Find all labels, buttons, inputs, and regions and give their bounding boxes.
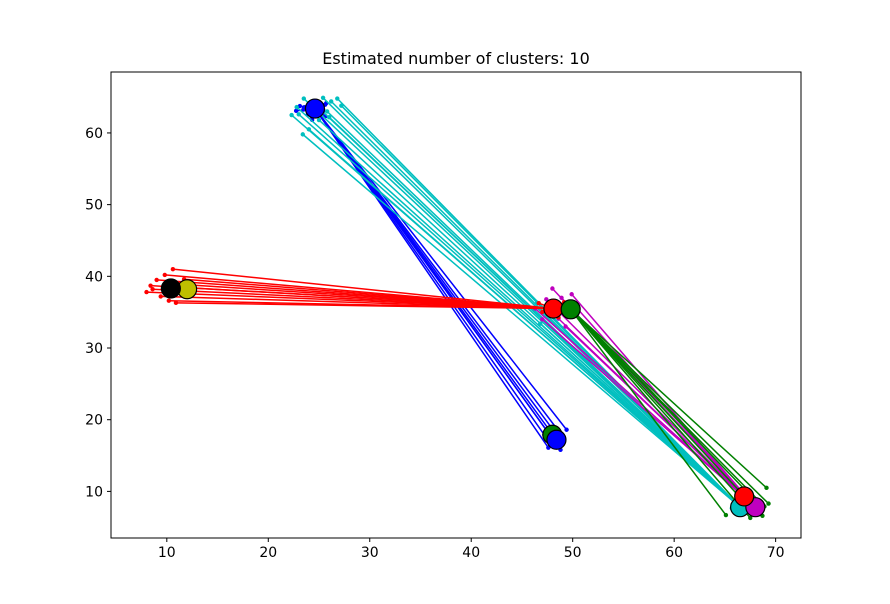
cluster-line	[314, 108, 559, 442]
cluster-point	[316, 117, 322, 123]
cluster-line	[570, 308, 746, 491]
cluster-point	[540, 317, 545, 322]
cluster-line	[175, 302, 554, 310]
cluster-line	[570, 308, 751, 519]
cluster-point	[569, 292, 574, 297]
cluster-line	[570, 308, 727, 516]
cluster-center-3	[543, 298, 564, 319]
y-tick-label: 30	[85, 341, 103, 357]
x-axis: 10 20 30 40 50 60 70	[158, 538, 785, 561]
cluster-point	[301, 96, 306, 101]
cluster-line	[302, 133, 741, 508]
cluster-point	[748, 515, 753, 521]
cluster-point	[162, 272, 167, 278]
y-tick-label: 40	[85, 269, 103, 285]
cluster-point	[559, 295, 564, 301]
cluster-point	[294, 104, 299, 110]
cluster-line	[328, 116, 741, 508]
cluster-point	[300, 132, 305, 137]
cluster-point	[150, 287, 155, 292]
cluster-line	[183, 278, 554, 310]
chart-title: Estimated number of clusters: 10	[322, 49, 590, 68]
cluster-point	[328, 99, 334, 104]
cluster-point	[293, 108, 299, 114]
cluster-point	[166, 298, 172, 303]
y-tick-label: 20	[85, 413, 103, 429]
cluster-point	[550, 286, 555, 291]
cluster-point	[173, 300, 179, 306]
cluster-point	[154, 277, 159, 283]
cluster-center-4	[560, 299, 581, 320]
cluster-point	[326, 114, 332, 120]
y-axis: 10 20 30 40 50 60	[85, 126, 111, 500]
cluster-point	[158, 294, 163, 299]
cluster-point	[296, 112, 301, 117]
cluster-line	[570, 308, 738, 495]
cluster-point	[766, 501, 771, 506]
cluster-point	[764, 485, 769, 491]
cluster-point	[564, 427, 569, 432]
cluster-line	[298, 113, 741, 508]
cluster-point	[540, 309, 545, 315]
x-tick-label: 40	[462, 545, 480, 561]
cluster-line	[570, 308, 768, 489]
cluster-center-9	[546, 429, 567, 450]
cluster-point	[148, 283, 153, 288]
cluster-line	[160, 295, 554, 310]
cluster-point	[538, 321, 543, 326]
x-tick-label: 60	[665, 545, 683, 561]
x-tick-label: 20	[259, 545, 277, 561]
cluster-point	[170, 266, 176, 272]
x-tick-label: 70	[767, 545, 785, 561]
cluster-point	[289, 112, 294, 118]
cluster-line	[565, 325, 756, 508]
x-tick-label: 50	[564, 545, 582, 561]
cluster-point	[563, 324, 568, 329]
cluster-point	[339, 103, 344, 108]
x-tick-label: 10	[158, 545, 176, 561]
cluster-point	[544, 297, 549, 302]
cluster-center-0	[304, 98, 326, 119]
cluster-point	[723, 512, 729, 518]
cluster-point	[320, 95, 326, 101]
cluster-point	[306, 127, 312, 132]
cluster-point	[536, 300, 541, 306]
cluster-line	[570, 308, 770, 505]
cluster-line	[172, 268, 554, 310]
cluster-center-5	[734, 486, 755, 507]
axes-frame	[110, 71, 802, 539]
x-tick-label: 30	[361, 545, 379, 561]
cluster-line	[163, 285, 554, 310]
plot-marks	[144, 95, 771, 521]
cluster-point	[335, 96, 340, 101]
y-tick-label: 10	[85, 484, 103, 500]
cluster-point	[301, 107, 306, 112]
cluster-centers	[160, 98, 766, 518]
cluster-center-7	[160, 278, 181, 299]
cluster-point	[144, 289, 149, 295]
y-tick-label: 60	[85, 126, 103, 142]
y-tick-label: 50	[85, 198, 103, 214]
cluster-point	[324, 109, 330, 114]
cluster-line	[308, 128, 741, 508]
